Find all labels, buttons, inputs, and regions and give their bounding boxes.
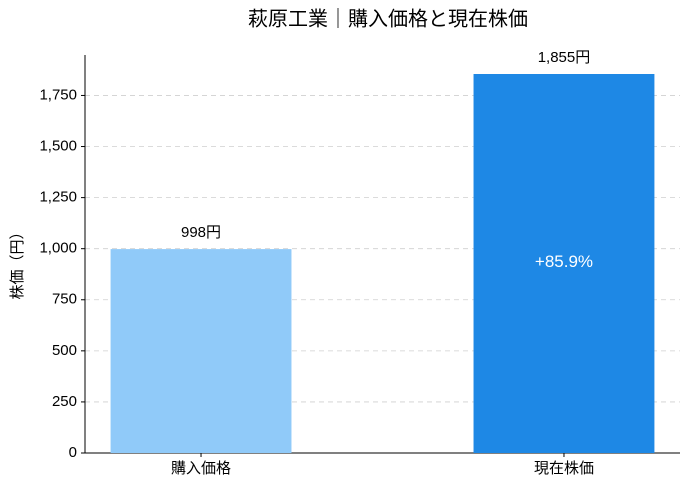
y-tick-label: 500 (52, 342, 77, 359)
y-tick-label: 250 (52, 393, 77, 410)
annotation: +85.9% (535, 252, 593, 271)
y-tick-label: 1,750 (39, 86, 77, 103)
x-tick-label: 現在株価 (534, 460, 594, 477)
y-tick-label: 0 (69, 444, 77, 461)
bar (473, 74, 655, 453)
value-label: 998円 (181, 224, 221, 241)
chart-title: 萩原工業｜購入価格と現在株価 (248, 7, 528, 30)
y-tick-label: 1,500 (39, 138, 77, 155)
y-tick-label: 750 (52, 291, 77, 308)
y-axis-label: 株価（円） (9, 224, 26, 299)
x-tick-label: 購入価格 (171, 460, 231, 477)
bar (110, 249, 292, 453)
value-label: 1,855円 (538, 49, 591, 66)
y-tick-label: 1,000 (39, 240, 77, 257)
y-tick-label: 1,250 (39, 189, 77, 206)
